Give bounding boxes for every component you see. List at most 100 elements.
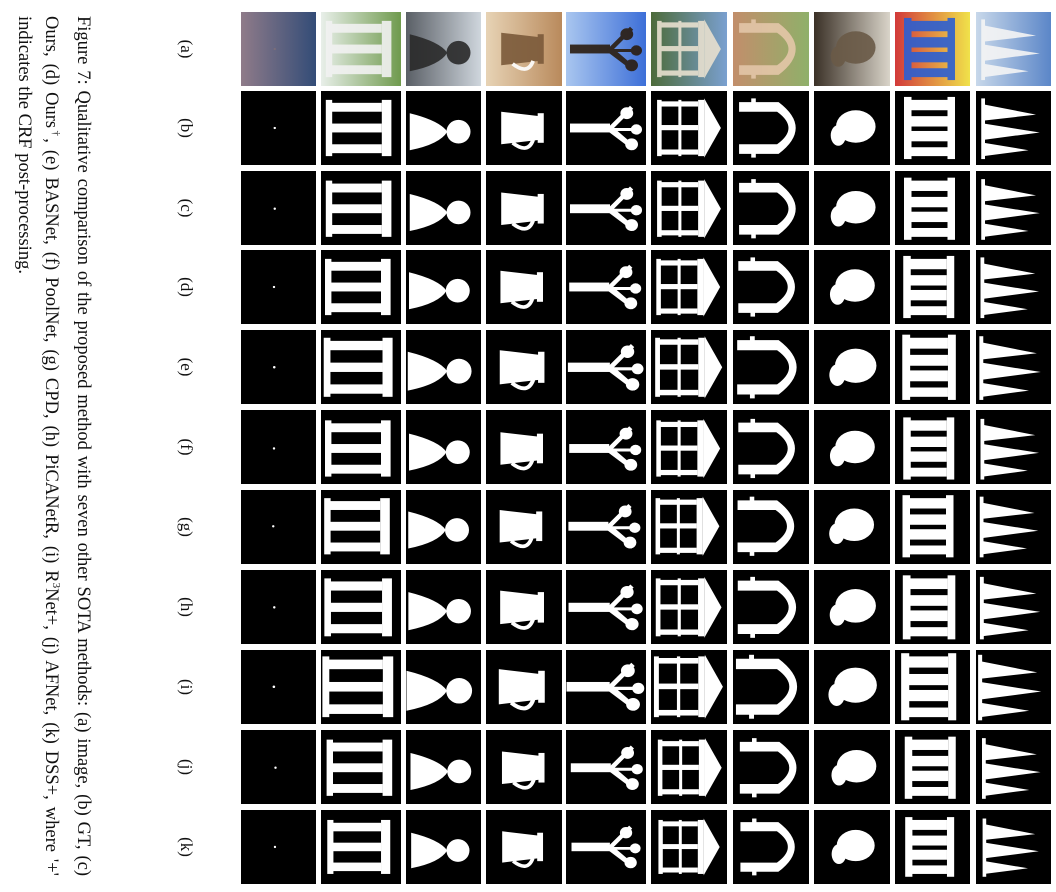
- statue-icon: [406, 12, 481, 86]
- saliency-mask-i-row-2: [895, 650, 970, 724]
- saliency-mask-g-row-3: [814, 490, 890, 564]
- gazebo-icon: [651, 330, 727, 404]
- saliency-mask-b-row-9: [321, 91, 401, 165]
- column-label-e: (e): [177, 357, 196, 377]
- saliency-mask-k-row-5: [651, 810, 727, 884]
- saliency-mask-b-row-4: [733, 91, 809, 165]
- saliency-mask-g-row-4: [733, 490, 809, 564]
- saliency-mask-j-row-5: [651, 730, 727, 804]
- saliency-mask-f-row-2: [895, 410, 970, 484]
- arch-icon: [733, 171, 809, 245]
- pitcher-icon: [486, 490, 562, 564]
- saliency-mask-b-row-8: [406, 91, 481, 165]
- saliency-mask-k-row-3: [814, 810, 890, 884]
- column-label-h: (h): [177, 597, 196, 617]
- saliency-mask-d-row-4: [733, 250, 809, 324]
- pavilion-icon: [321, 410, 401, 484]
- sailboat-icon: [976, 91, 1051, 165]
- saliency-mask-d-row-3: [814, 250, 890, 324]
- tree-icon: [566, 91, 646, 165]
- figures-icon: [895, 250, 970, 324]
- saliency-mask-h-row-7: [486, 570, 562, 644]
- column-label-row: (a) (b) (c) (d) (e) (f) (g) (h) (i) (j) (k): [164, 0, 204, 892]
- saliency-mask-h-row-2: [895, 570, 970, 644]
- saliency-mask-h-row-1: [976, 570, 1051, 644]
- sailboat-icon: [976, 730, 1051, 804]
- sculpture-icon: [814, 250, 890, 324]
- saliency-mask-k-row-10: [241, 810, 316, 884]
- saliency-mask-i-row-5: [651, 650, 727, 724]
- comparison-grid: [211, 0, 1056, 892]
- saliency-mask-j-row-3: [814, 730, 890, 804]
- statue-icon: [406, 91, 481, 165]
- figure-caption: Figure 7: Qualitative comparison of the …: [10, 16, 96, 876]
- saliency-mask-e-row-1: [976, 330, 1051, 404]
- dot-icon: [241, 12, 316, 86]
- saliency-mask-c-row-3: [814, 171, 890, 245]
- saliency-mask-f-row-6: [566, 410, 646, 484]
- dot-icon: [241, 490, 316, 564]
- saliency-mask-b-row-5: [651, 91, 727, 165]
- saliency-mask-c-row-2: [895, 171, 970, 245]
- column-label-j: (j): [177, 758, 196, 776]
- gazebo-icon: [651, 490, 727, 564]
- saliency-mask-c-row-1: [976, 171, 1051, 245]
- column-label-a: (a): [177, 39, 196, 59]
- gazebo-icon: [651, 12, 727, 86]
- saliency-mask-g-row-1: [976, 490, 1051, 564]
- saliency-mask-k-row-8: [406, 810, 481, 884]
- saliency-mask-e-row-7: [486, 330, 562, 404]
- saliency-mask-e-row-10: [241, 330, 316, 404]
- statue-icon: [406, 171, 481, 245]
- pavilion-icon: [321, 330, 401, 404]
- gazebo-icon: [651, 250, 727, 324]
- statue-icon: [406, 570, 481, 644]
- tree-icon: [566, 810, 646, 884]
- saliency-mask-e-row-3: [814, 330, 890, 404]
- figures-icon: [895, 171, 970, 245]
- saliency-mask-f-row-7: [486, 410, 562, 484]
- figures-icon: [895, 490, 970, 564]
- input-image-figures: [895, 12, 970, 86]
- saliency-mask-d-row-2: [895, 250, 970, 324]
- arch-icon: [733, 330, 809, 404]
- saliency-mask-f-row-10: [241, 410, 316, 484]
- column-label-d: (d): [177, 277, 196, 297]
- saliency-mask-e-row-8: [406, 330, 481, 404]
- sailboat-icon: [976, 171, 1051, 245]
- saliency-mask-f-row-5: [651, 410, 727, 484]
- input-image-pavilion: [321, 12, 401, 86]
- dot-icon: [241, 330, 316, 404]
- arch-icon: [733, 490, 809, 564]
- sculpture-icon: [814, 650, 890, 724]
- saliency-mask-i-row-1: [976, 650, 1051, 724]
- saliency-mask-g-row-9: [321, 490, 401, 564]
- gazebo-icon: [651, 730, 727, 804]
- column-label-k: (k): [177, 837, 196, 857]
- caption-dagger: †: [50, 128, 62, 139]
- sailboat-icon: [976, 330, 1051, 404]
- pitcher-icon: [486, 410, 562, 484]
- pitcher-icon: [486, 12, 562, 86]
- saliency-mask-c-row-8: [406, 171, 481, 245]
- statue-icon: [406, 810, 481, 884]
- saliency-mask-e-row-4: [733, 330, 809, 404]
- input-image-sculpture: [814, 12, 890, 86]
- dot-icon: [241, 730, 316, 804]
- saliency-mask-f-row-9: [321, 410, 401, 484]
- saliency-mask-j-row-1: [976, 730, 1051, 804]
- saliency-mask-f-row-8: [406, 410, 481, 484]
- arch-icon: [733, 650, 809, 724]
- pavilion-icon: [321, 12, 401, 86]
- sailboat-icon: [976, 250, 1051, 324]
- saliency-mask-f-row-3: [814, 410, 890, 484]
- saliency-mask-i-row-8: [406, 650, 481, 724]
- saliency-mask-g-row-8: [406, 490, 481, 564]
- statue-icon: [406, 410, 481, 484]
- saliency-mask-i-row-7: [486, 650, 562, 724]
- tree-icon: [566, 12, 646, 86]
- sailboat-icon: [976, 12, 1051, 86]
- figures-icon: [895, 330, 970, 404]
- column-label-c: (c): [177, 198, 196, 218]
- saliency-mask-e-row-2: [895, 330, 970, 404]
